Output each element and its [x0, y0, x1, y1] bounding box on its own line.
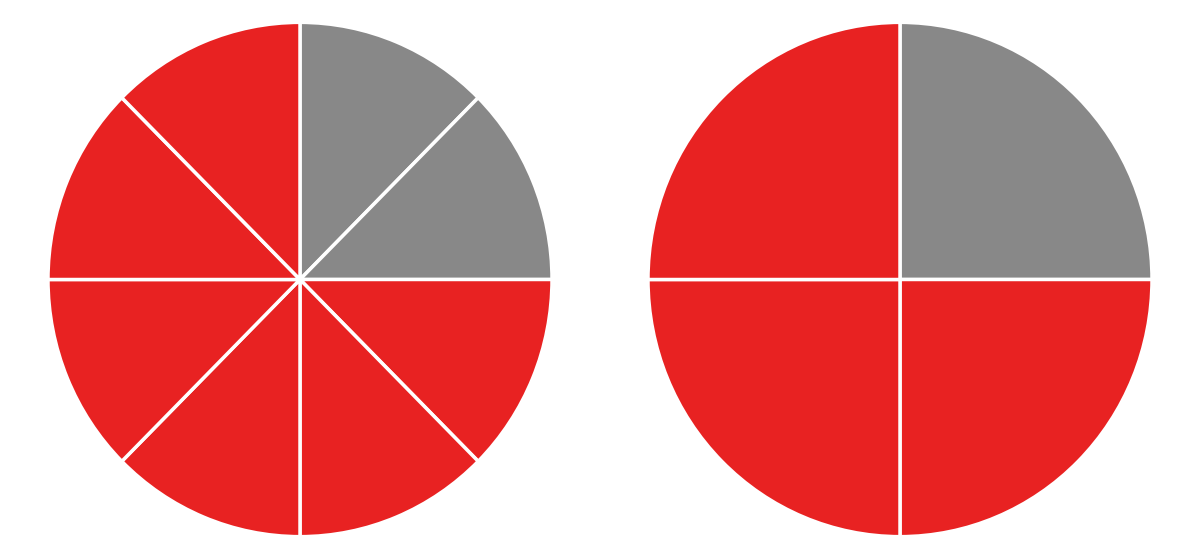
- Wedge shape: [300, 22, 478, 280]
- Wedge shape: [300, 280, 552, 461]
- Wedge shape: [300, 98, 552, 280]
- Wedge shape: [48, 280, 300, 461]
- Wedge shape: [900, 280, 1152, 537]
- Wedge shape: [122, 22, 300, 280]
- Wedge shape: [48, 98, 300, 280]
- Wedge shape: [900, 22, 1152, 280]
- Wedge shape: [122, 280, 300, 537]
- Wedge shape: [648, 22, 900, 280]
- Wedge shape: [648, 280, 900, 537]
- Wedge shape: [300, 280, 478, 537]
